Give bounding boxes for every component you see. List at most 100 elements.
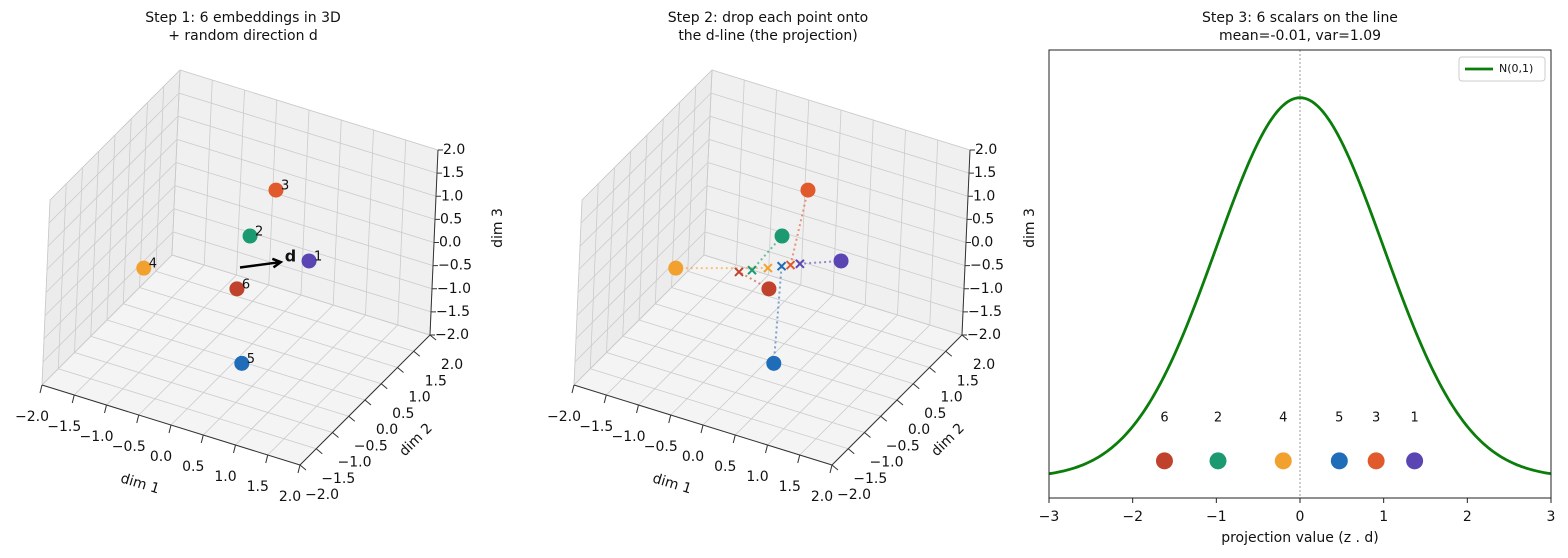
tick-mark	[700, 424, 704, 434]
z-tick-label: −0.5	[970, 258, 1004, 274]
grid-line	[606, 352, 865, 433]
point	[1330, 452, 1348, 470]
arrow-head	[271, 257, 284, 269]
tick-mark	[233, 444, 236, 454]
tick-mark	[168, 424, 172, 434]
grid-line	[581, 69, 713, 201]
grid-line	[622, 335, 881, 417]
point	[1406, 452, 1424, 470]
z-tick-label: 1.5	[974, 165, 996, 181]
y-tick-label: 1.0	[940, 390, 962, 406]
z-tick-label: 0.0	[971, 235, 993, 251]
grid-line	[577, 162, 709, 293]
z-tick-label: −1.0	[969, 281, 1003, 297]
x-tick-label: 1.5	[779, 479, 801, 495]
x-tick-label: −0.5	[644, 439, 678, 455]
z-tick-label: −1.5	[968, 304, 1002, 320]
point-label: 6	[242, 277, 250, 292]
point-label: 5	[1335, 410, 1343, 425]
tick-mark	[104, 404, 107, 414]
z-tick-label: −1.5	[436, 304, 470, 320]
tick-mark	[200, 434, 204, 444]
legend-label: N(0,1)	[1499, 62, 1533, 75]
grid-line	[707, 162, 967, 243]
tick-mark	[315, 448, 323, 455]
grid-line	[171, 254, 431, 336]
z-tick-label: −1.0	[437, 281, 471, 297]
tick-mark	[297, 464, 301, 474]
x-tick-label: 0.5	[182, 459, 204, 475]
grid-line	[687, 270, 946, 352]
grid-line	[580, 92, 712, 224]
y-tick-label: −2.0	[305, 487, 339, 503]
x-axis	[573, 384, 833, 466]
x-axis-label: dim 1	[651, 471, 694, 498]
point-label: 6	[1160, 410, 1168, 425]
tick-mark	[831, 464, 839, 471]
tick-mark	[380, 383, 388, 390]
point	[136, 260, 152, 276]
z-axis	[429, 149, 439, 336]
point	[766, 355, 782, 371]
tick-mark	[829, 464, 833, 474]
grid-line	[590, 368, 849, 450]
x-tick-label: −2	[1122, 509, 1143, 525]
grid-line	[573, 254, 705, 386]
grid-line	[45, 162, 177, 293]
point-label: 5	[247, 352, 255, 367]
point-label: 2	[1214, 410, 1222, 425]
grid-line	[41, 254, 173, 386]
x-tick-label: −1.0	[612, 429, 646, 445]
y-tick-label: 0.5	[924, 406, 946, 422]
y-tick-label: −1.5	[321, 471, 355, 487]
y-tick-label: 1.0	[408, 390, 430, 406]
x-tick-label: 2.0	[279, 489, 301, 505]
chart-title: the d-line (the projection)	[678, 28, 857, 44]
grid-line	[705, 208, 965, 290]
chart-title: + random direction d	[168, 28, 318, 44]
tick-mark	[765, 444, 768, 454]
tick-mark	[880, 415, 888, 422]
x-tick-label: 0.5	[714, 459, 736, 475]
tick-mark	[39, 384, 43, 394]
x-tick-label: 2	[1463, 509, 1472, 525]
tick-mark	[571, 384, 575, 394]
point	[242, 228, 258, 244]
tick-mark	[603, 394, 607, 404]
tick-mark	[945, 350, 953, 357]
projected-point	[763, 263, 773, 273]
chart-title: Step 3: 6 scalars on the line	[1202, 10, 1398, 26]
point	[800, 182, 816, 198]
grid-line	[90, 335, 349, 417]
chart-title: Step 1: 6 embeddings in 3D	[145, 10, 341, 26]
projected-point	[747, 265, 757, 275]
grid-line	[49, 69, 181, 201]
y-axis	[831, 334, 963, 466]
tick-mark	[429, 334, 437, 341]
y-tick-label: 1.5	[425, 373, 447, 389]
x-tick-label: 0.0	[150, 449, 172, 465]
point	[234, 355, 250, 371]
tick-mark	[71, 394, 75, 404]
y-axis-label: dim 2	[396, 420, 435, 459]
tick-mark	[797, 454, 801, 464]
x-axis-label: projection value (z . d)	[1221, 530, 1379, 546]
x-tick-label: 2.0	[811, 489, 833, 505]
point	[1274, 452, 1292, 470]
grid-line	[576, 185, 708, 316]
y-tick-label: −1.0	[870, 455, 904, 471]
projected-point	[734, 267, 744, 277]
x-tick-label: −0.5	[112, 439, 146, 455]
grid-line	[123, 303, 382, 385]
grid-line	[671, 287, 930, 368]
cross-stroke	[795, 259, 805, 269]
y-tick-label: −0.5	[886, 438, 920, 454]
x-tick-label: −3	[1039, 509, 1060, 525]
grid-line	[176, 138, 436, 220]
z-axis-label: dim 3	[490, 208, 506, 248]
z-tick-label: 1.0	[973, 188, 995, 204]
x-tick-label: −2.0	[547, 409, 581, 425]
grid-line	[42, 231, 174, 363]
tick-mark	[364, 399, 372, 406]
tick-mark	[929, 367, 936, 373]
